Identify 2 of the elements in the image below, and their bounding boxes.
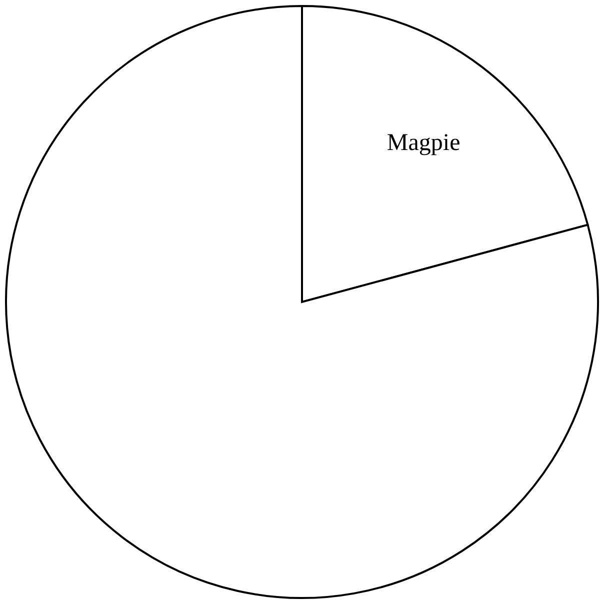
slice-label: Magpie	[386, 130, 460, 156]
pie-slice	[5, 5, 599, 599]
